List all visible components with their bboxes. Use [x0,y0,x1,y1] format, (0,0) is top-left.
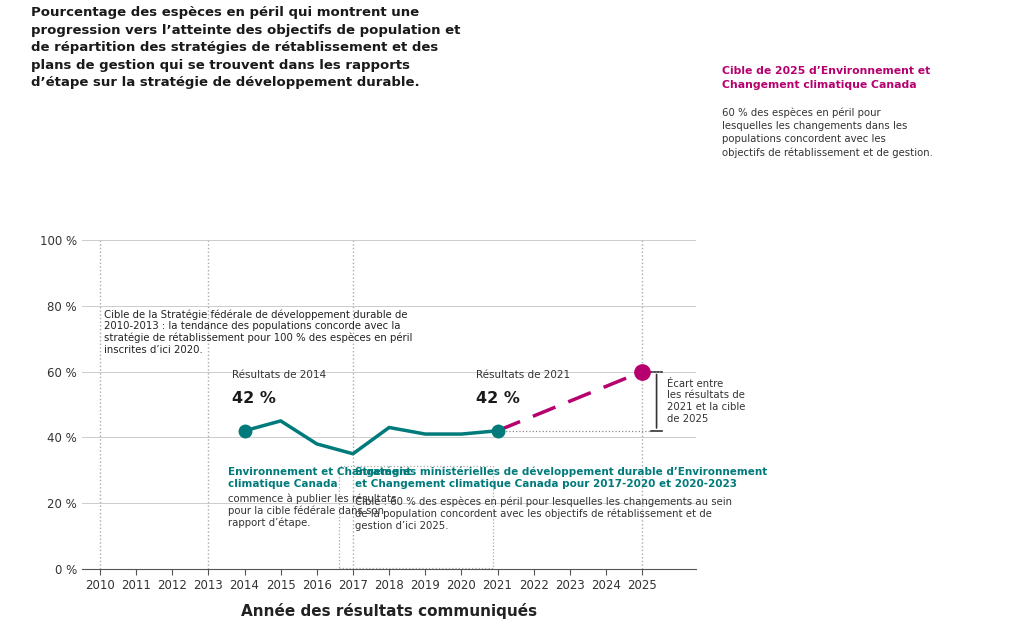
Text: Résultats de 2021: Résultats de 2021 [476,370,570,380]
Text: Pourcentage des espèces en péril qui montrent une
progression vers l’atteinte de: Pourcentage des espèces en péril qui mon… [31,6,460,89]
Text: Cible : 60 % des espèces en péril pour lesquelles les changements au sein
de la : Cible : 60 % des espèces en péril pour l… [354,497,732,531]
Text: Cible de la Stratégie fédérale de développement durable de
2010-2013 : la tendan: Cible de la Stratégie fédérale de dévelo… [103,309,412,355]
Text: 42 %: 42 % [476,391,520,406]
Text: Écart entre
les résultats de
2021 et la cible
de 2025: Écart entre les résultats de 2021 et la … [668,379,745,423]
Text: 60 % des espèces en péril pour
lesquelles les changements dans les
populations c: 60 % des espèces en péril pour lesquelle… [722,107,933,158]
Text: Cible de 2025 d’Environnement et
Changement climatique Canada: Cible de 2025 d’Environnement et Changem… [722,66,930,90]
Text: commence à publier les résultats
pour la cible fédérale dans son
rapport d’étape: commence à publier les résultats pour la… [228,493,396,528]
Bar [339,466,493,568]
Text: 42 %: 42 % [231,391,275,406]
Text: Environnement et Changement
climatique Canada: Environnement et Changement climatique C… [228,467,412,489]
Text: Résultats de 2014: Résultats de 2014 [231,370,326,380]
Text: Stratégies ministérielles de développement durable d’Environnement
et Changement: Stratégies ministérielles de développeme… [354,467,767,489]
X-axis label: Année des résultats communiqués: Année des résultats communiqués [241,604,538,619]
